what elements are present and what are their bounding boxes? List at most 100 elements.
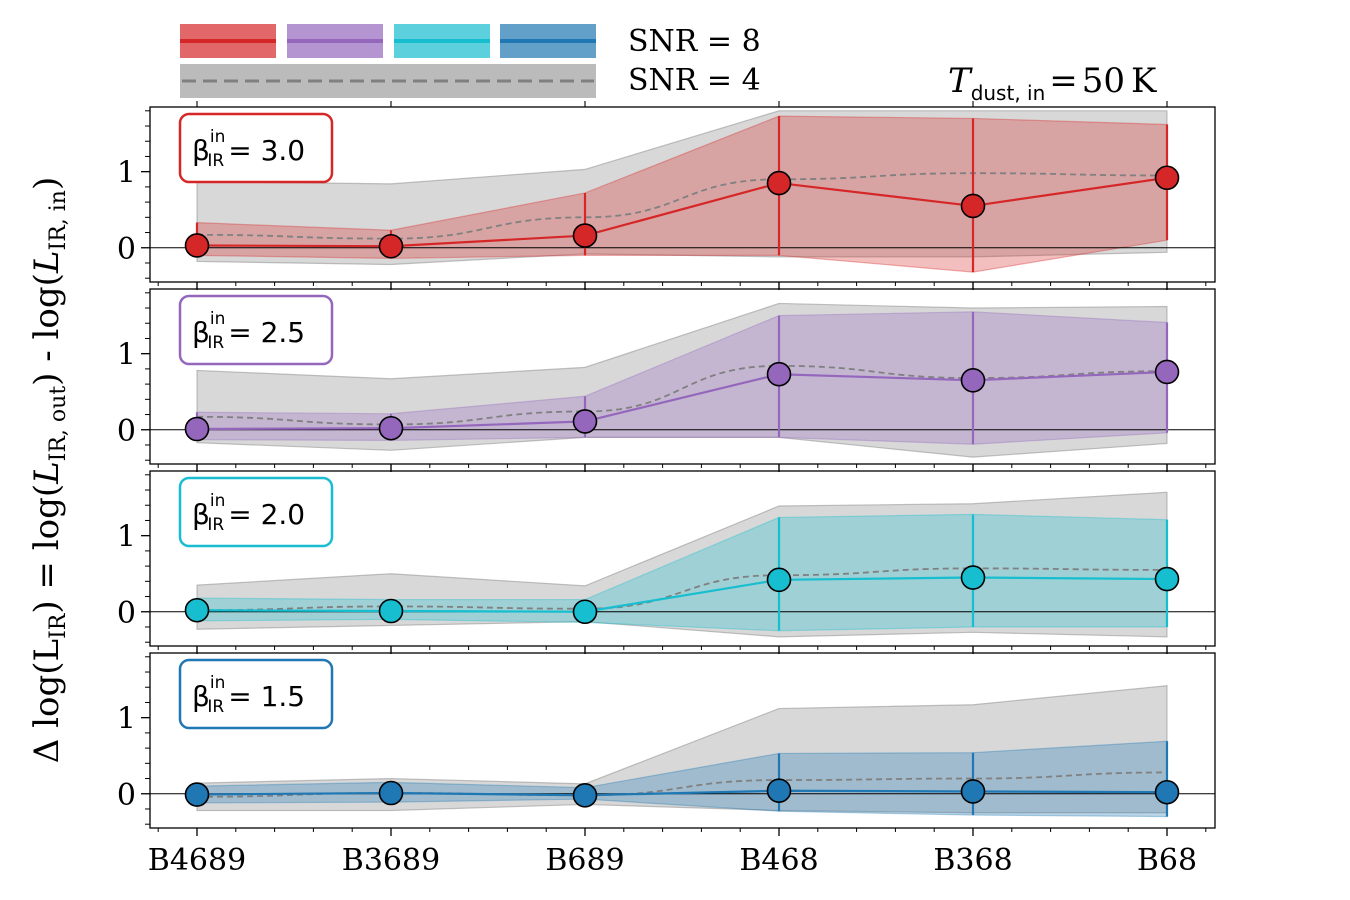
x-tick-label: B468 [739, 843, 818, 878]
data-point [1154, 566, 1180, 592]
panel-1: 0 1 βin IR = 3.0 [117, 101, 1216, 290]
beta-label-box [178, 658, 334, 730]
tdust-unit: K [1131, 61, 1157, 101]
snr4-band [196, 302, 1168, 458]
data-point [572, 223, 598, 248]
beta-sub: IR [207, 515, 224, 535]
ylabel-d: ) [27, 177, 67, 190]
data-point [960, 368, 986, 393]
data-point [378, 415, 404, 441]
beta-label-box [178, 294, 334, 366]
snr4-band [196, 110, 1168, 266]
beta-sup: in [210, 491, 226, 511]
panel-4: 0 1 βin IR = 1.5 [117, 647, 1216, 836]
data-point [960, 779, 986, 804]
beta-symbol: β [192, 680, 210, 713]
x-tick-label: B4689 [148, 843, 246, 878]
ylabel-c: ) - log( [27, 273, 67, 386]
beta-label: βin IR = 1.5 [192, 673, 305, 717]
snr8-median-line [196, 576, 1168, 613]
beta-symbol: β [192, 498, 210, 531]
tdust-eq: = [1049, 61, 1078, 101]
legend-label-snr4: SNR = 4 [628, 63, 761, 98]
data-point [378, 233, 404, 259]
tdust-annotation: Tdust, in = 50 K [948, 61, 1157, 105]
y-tick-label: 0 [117, 414, 136, 449]
data-point [378, 780, 404, 806]
snr8-band [196, 513, 1168, 632]
y-tick-label: 1 [117, 520, 136, 555]
panel-frame [149, 288, 1216, 465]
tdust-var: T [948, 61, 973, 101]
beta-sup: in [210, 127, 226, 147]
beta-label: βin IR = 3.0 [192, 127, 305, 171]
ylabel-b: ) = log( [27, 484, 67, 614]
beta-sup: in [210, 309, 226, 329]
panel-plot-area [150, 685, 1215, 818]
snr4-median-line [196, 364, 1168, 426]
beta-label-box [178, 476, 334, 548]
snr4-band [196, 491, 1168, 638]
beta-label: βin IR = 2.5 [192, 309, 305, 353]
y-axis-label: Δ log(LIR) = log(LIR, out) - log(LIR, in… [27, 177, 71, 763]
legend-label-snr8: SNR = 8 [628, 24, 761, 59]
y-tick-label: 0 [117, 232, 136, 267]
data-point [766, 778, 792, 804]
snr8-median-line [196, 370, 1168, 431]
beta-sub: IR [207, 697, 224, 717]
data-point [1154, 359, 1180, 385]
ylabel-a-sub: IR [46, 612, 71, 639]
y-tick-label: 0 [117, 778, 136, 813]
x-tick-label: B68 [1137, 843, 1197, 878]
data-point [184, 233, 210, 258]
data-point [378, 598, 404, 624]
beta-symbol: β [192, 316, 210, 349]
y-tick-label: 0 [117, 596, 136, 631]
panel-plot-area [150, 110, 1215, 273]
beta-value: = 2.5 [228, 316, 305, 349]
beta-sub: IR [207, 151, 224, 171]
beta-value: = 1.5 [228, 680, 305, 713]
data-point [766, 170, 792, 196]
snr4-median-line [196, 567, 1168, 612]
beta-symbol: β [192, 134, 210, 167]
ylabel-a: Δ log(L [27, 639, 67, 763]
data-point [960, 193, 986, 219]
snr8-median-line [196, 176, 1168, 248]
data-point [572, 599, 598, 625]
legend-swatch-gray [180, 64, 596, 98]
snr4-median-line [196, 172, 1168, 240]
beta-label-box [178, 112, 334, 184]
data-point [960, 565, 986, 590]
panel-2: 0 1 βin IR = 2.5 [117, 283, 1216, 472]
panel-plot-area [150, 302, 1215, 458]
legend: SNR = 8 SNR = 4 [180, 24, 761, 98]
x-tick-label: B3689 [342, 843, 440, 878]
data-point [572, 409, 598, 434]
x-tick-label: B368 [933, 843, 1012, 878]
data-point [184, 597, 210, 623]
x-tick-labels: B4689 B3689 B689 B468 B368 B68 [148, 843, 1197, 878]
beta-label: βin IR = 2.0 [192, 491, 305, 535]
ylabel-b-sub: IR, out [46, 386, 71, 462]
data-point [766, 567, 792, 593]
snr8-median-line [196, 789, 1168, 797]
beta-value: = 3.0 [228, 134, 305, 167]
panel-frame [149, 470, 1216, 647]
beta-sub: IR [207, 333, 224, 353]
tdust-sub: dust, in [971, 81, 1046, 105]
ylabel-c-sub: IR, in [46, 190, 71, 250]
data-point [184, 416, 210, 442]
data-point [1154, 165, 1180, 191]
panel-frame [149, 106, 1216, 283]
panel-3: 0 1 βin IR = 2.0 [117, 465, 1216, 654]
data-point [766, 361, 792, 387]
beta-sup: in [210, 673, 226, 693]
ylabel-c-var: L [27, 250, 67, 274]
y-tick-label: 1 [117, 338, 136, 373]
panel-plot-area [150, 491, 1215, 638]
panel-frame [149, 652, 1216, 829]
data-point [184, 782, 210, 807]
